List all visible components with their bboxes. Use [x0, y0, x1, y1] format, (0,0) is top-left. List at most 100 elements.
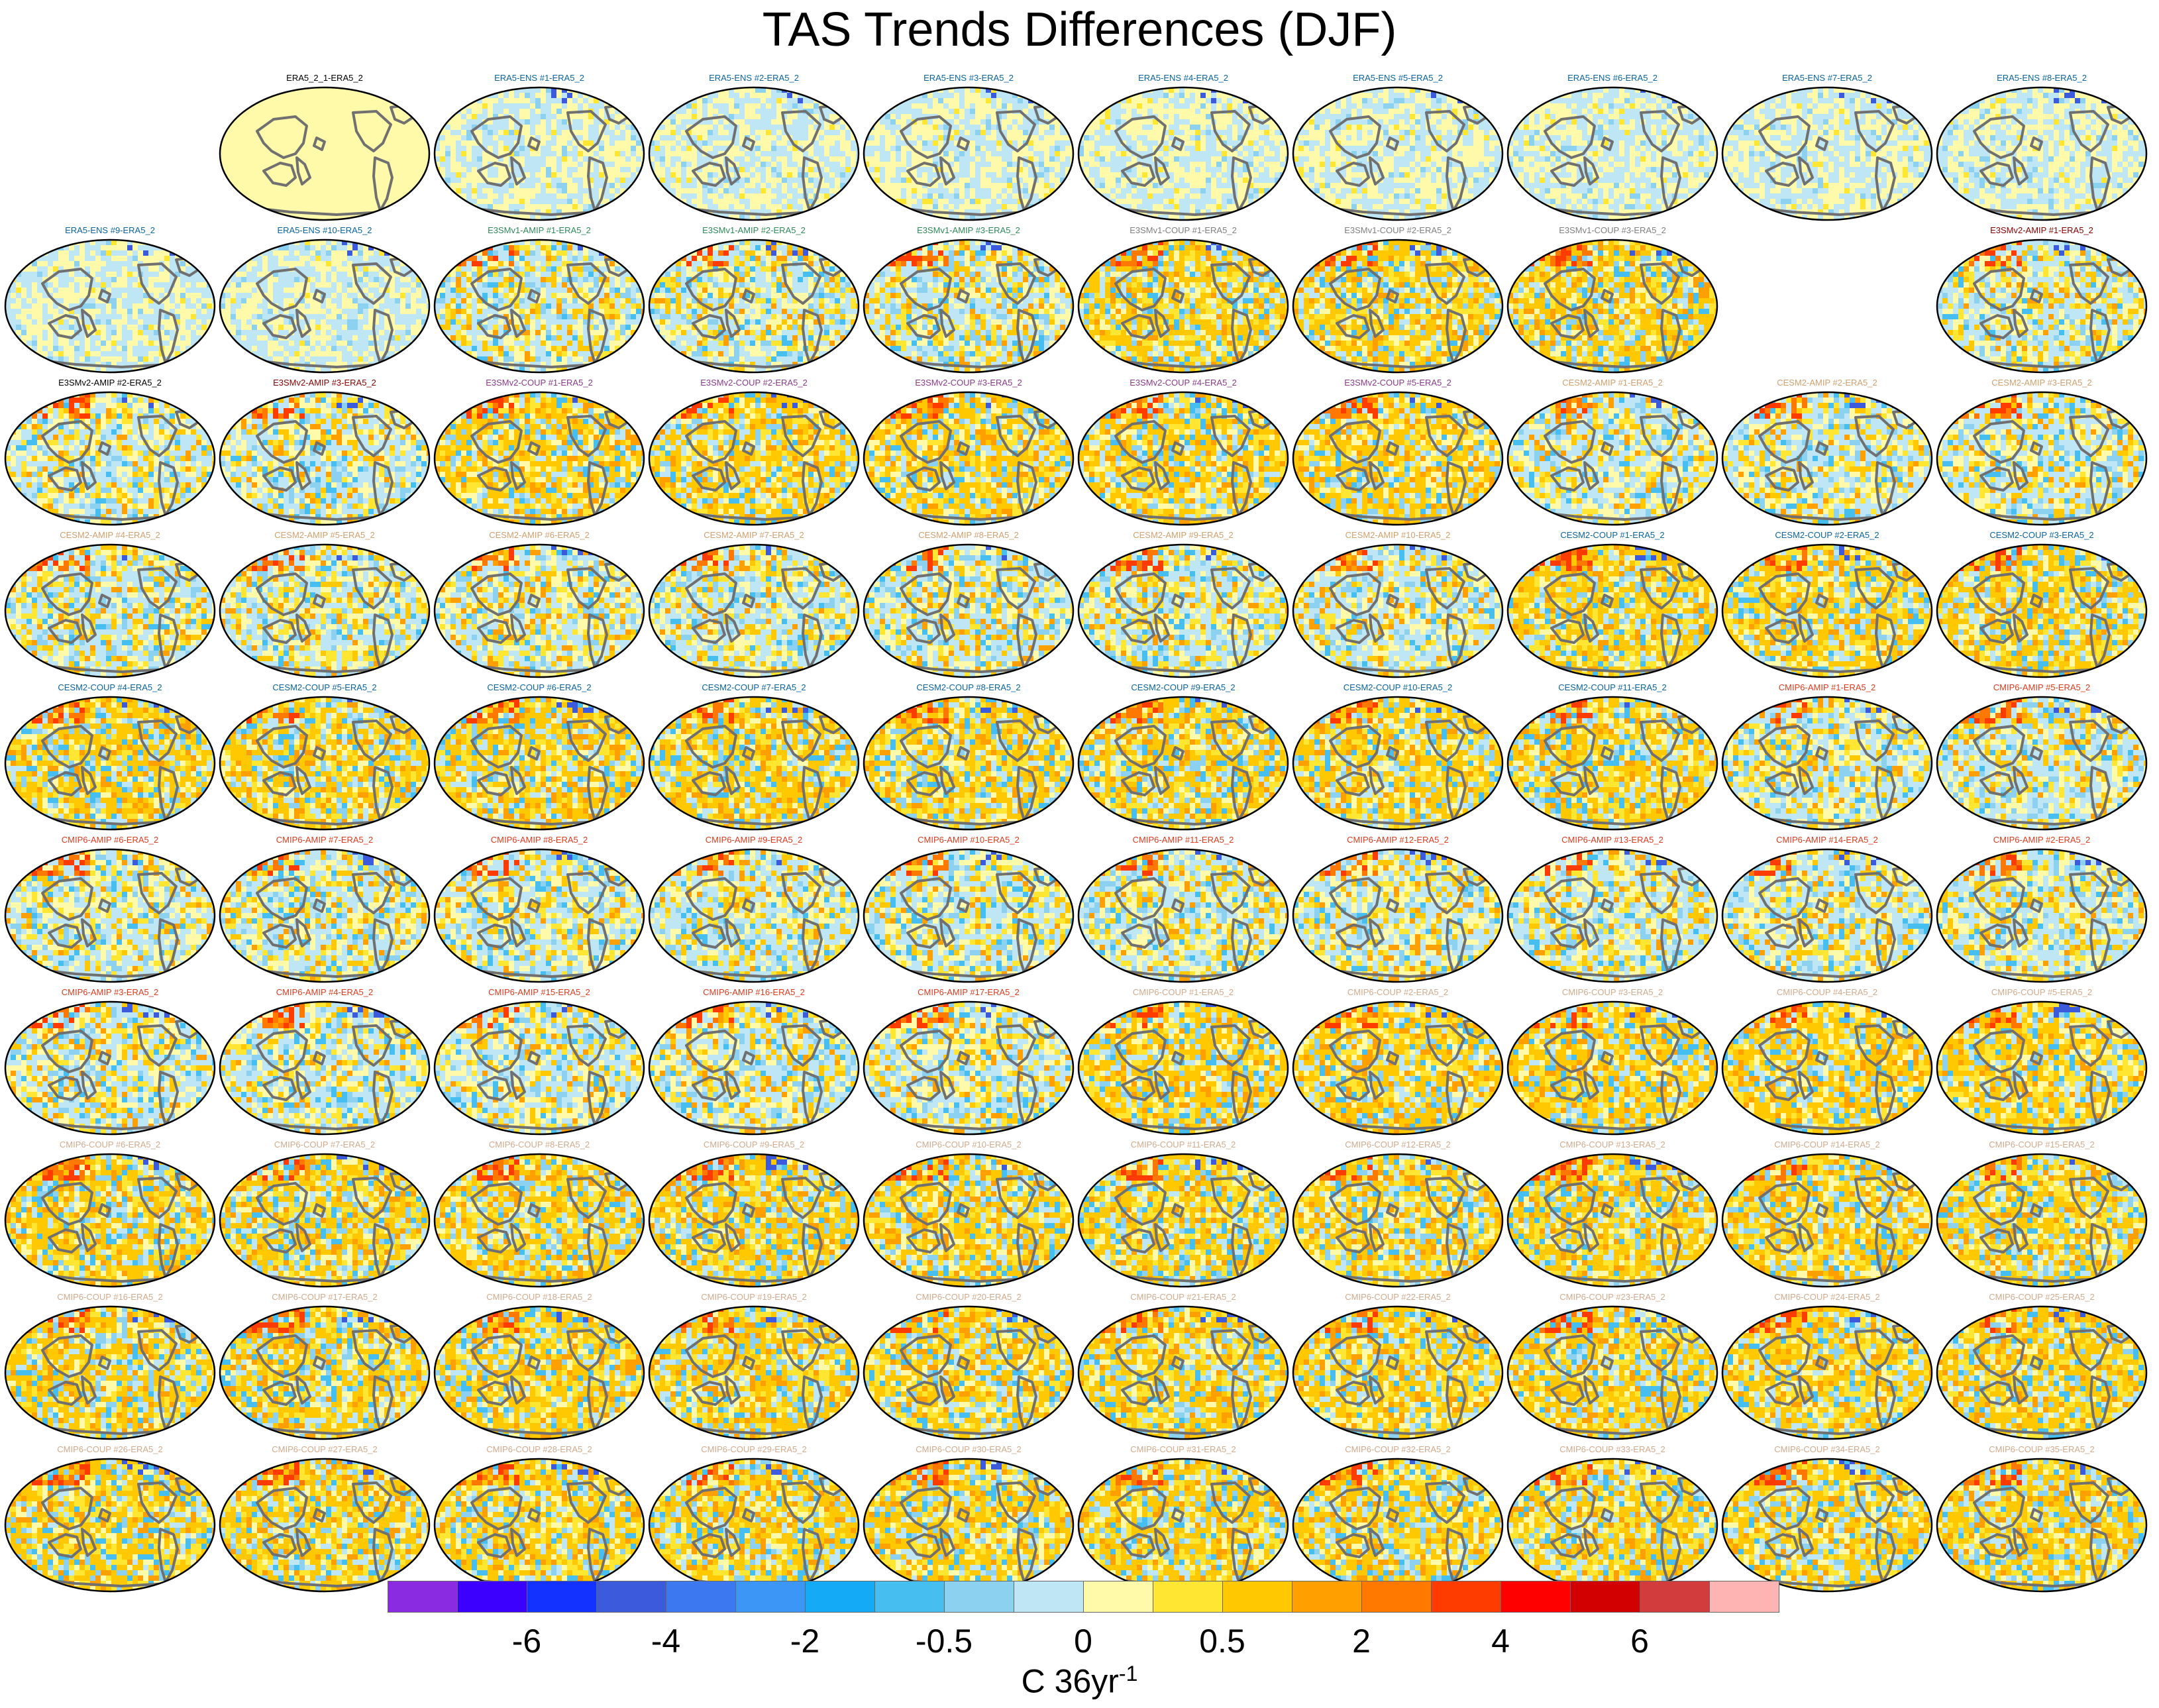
map-svg [432, 390, 647, 527]
map-panel: E3SMv1-COUP #1-ERA5_2 [1076, 225, 1290, 378]
panel-title: CESM2-COUP #5-ERA5_2 [217, 682, 432, 693]
map-panel: CMIP6-COUP #4-ERA5_2 [1720, 987, 1934, 1140]
map-svg [1505, 1151, 1720, 1289]
map-svg [1720, 85, 1934, 223]
panel-title: CMIP6-COUP #9-ERA5_2 [647, 1140, 861, 1150]
map-panel: CMIP6-AMIP #15-ERA5_2 [432, 987, 647, 1140]
panel-title: CMIP6-COUP #30-ERA5_2 [861, 1444, 1076, 1455]
map-svg [217, 1456, 432, 1594]
map-svg [3, 542, 217, 680]
map-svg [3, 694, 217, 832]
map-svg [647, 390, 861, 527]
map-panel: CESM2-COUP #5-ERA5_2 [217, 682, 432, 835]
map-svg [3, 1304, 217, 1442]
map-svg [1720, 847, 1934, 985]
colorbar-cell [1083, 1581, 1153, 1613]
map-panel: CMIP6-AMIP #10-ERA5_2 [861, 835, 1076, 987]
map-panel: CMIP6-COUP #2-ERA5_2 [1290, 987, 1505, 1140]
panel-title: CMIP6-AMIP #5-ERA5_2 [1934, 682, 2149, 693]
map-panel: CMIP6-COUP #7-ERA5_2 [217, 1140, 432, 1292]
colorbar-units: C 36yr-1 [0, 1662, 2159, 1701]
map-panel: CESM2-AMIP #8-ERA5_2 [861, 530, 1076, 682]
map-svg [432, 694, 647, 832]
map-panel: CMIP6-COUP #6-ERA5_2 [3, 1140, 217, 1292]
panel-title: ERA5_2_1-ERA5_2 [217, 73, 432, 83]
panel-title: CMIP6-AMIP #7-ERA5_2 [217, 835, 432, 845]
map-panel: CMIP6-COUP #33-ERA5_2 [1505, 1444, 1720, 1597]
map-panel: CMIP6-AMIP #6-ERA5_2 [3, 835, 217, 987]
colorbar-cell [1431, 1581, 1501, 1613]
map-svg [3, 237, 217, 375]
map-panel: CESM2-COUP #7-ERA5_2 [647, 682, 861, 835]
map-svg [1720, 390, 1934, 527]
colorbar-cell [1709, 1581, 1779, 1613]
map-panel: CMIP6-AMIP #4-ERA5_2 [217, 987, 432, 1140]
panel-title: CMIP6-AMIP #13-ERA5_2 [1505, 835, 1720, 845]
map-panel: E3SMv2-AMIP #2-ERA5_2 [3, 378, 217, 530]
panel-title: CESM2-AMIP #2-ERA5_2 [1720, 378, 1934, 388]
map-panel: CESM2-COUP #4-ERA5_2 [3, 682, 217, 835]
map-svg [1076, 1304, 1290, 1442]
map-svg [1720, 694, 1934, 832]
map-panel: CMIP6-AMIP #8-ERA5_2 [432, 835, 647, 987]
panel-title: ERA5-ENS #1-ERA5_2 [432, 73, 647, 83]
panel-title: CESM2-AMIP #5-ERA5_2 [217, 530, 432, 541]
map-panel: CMIP6-COUP #32-ERA5_2 [1290, 1444, 1505, 1597]
map-svg [647, 237, 861, 375]
map-svg [861, 1151, 1076, 1289]
map-panel: CESM2-COUP #10-ERA5_2 [1290, 682, 1505, 835]
panel-title: CMIP6-COUP #20-ERA5_2 [861, 1292, 1076, 1303]
map-panel: ERA5-ENS #4-ERA5_2 [1076, 73, 1290, 225]
panel-title: CMIP6-AMIP #16-ERA5_2 [647, 987, 861, 998]
map-svg [1934, 542, 2149, 680]
panel-title: CMIP6-AMIP #2-ERA5_2 [1934, 835, 2149, 845]
map-panel: CMIP6-AMIP #2-ERA5_2 [1934, 835, 2149, 987]
panel-title: CESM2-COUP #7-ERA5_2 [647, 682, 861, 693]
colorbar-tick-label: 0 [1074, 1622, 1092, 1660]
map-svg [432, 1304, 647, 1442]
panel-title: CMIP6-COUP #7-ERA5_2 [217, 1140, 432, 1150]
panel-title: CMIP6-COUP #24-ERA5_2 [1720, 1292, 1934, 1303]
panel-title: CMIP6-COUP #34-ERA5_2 [1720, 1444, 1934, 1455]
panel-title: CMIP6-COUP #29-ERA5_2 [647, 1444, 861, 1455]
map-panel: E3SMv2-COUP #4-ERA5_2 [1076, 378, 1290, 530]
map-svg [861, 694, 1076, 832]
map-svg [1290, 1151, 1505, 1289]
map-svg [1505, 1304, 1720, 1442]
map-panel: CMIP6-AMIP #11-ERA5_2 [1076, 835, 1290, 987]
map-panel: CESM2-COUP #1-ERA5_2 [1505, 530, 1720, 682]
colorbar-cell [1501, 1581, 1571, 1613]
map-panel: CMIP6-COUP #13-ERA5_2 [1505, 1140, 1720, 1292]
panel-title: CMIP6-COUP #18-ERA5_2 [432, 1292, 647, 1303]
panel-title: CMIP6-AMIP #1-ERA5_2 [1720, 682, 1934, 693]
panel-title: CMIP6-COUP #22-ERA5_2 [1290, 1292, 1505, 1303]
panel-title: CMIP6-AMIP #4-ERA5_2 [217, 987, 432, 998]
panel-title: CMIP6-COUP #16-ERA5_2 [3, 1292, 217, 1303]
map-panel: CMIP6-AMIP #14-ERA5_2 [1720, 835, 1934, 987]
map-panel: E3SMv2-COUP #5-ERA5_2 [1290, 378, 1505, 530]
map-panel: E3SMv2-COUP #1-ERA5_2 [432, 378, 647, 530]
map-svg [1505, 237, 1720, 375]
panel-title: CMIP6-AMIP #12-ERA5_2 [1290, 835, 1505, 845]
map-panel: CMIP6-AMIP #16-ERA5_2 [647, 987, 861, 1140]
map-svg [1290, 390, 1505, 527]
panel-title: CMIP6-COUP #1-ERA5_2 [1076, 987, 1290, 998]
map-svg [1076, 1151, 1290, 1289]
panel-title: CESM2-COUP #2-ERA5_2 [1720, 530, 1934, 541]
map-panel: CMIP6-COUP #12-ERA5_2 [1290, 1140, 1505, 1292]
map-svg [647, 847, 861, 985]
colorbar-cell [666, 1581, 736, 1613]
map-panel: CMIP6-COUP #11-ERA5_2 [1076, 1140, 1290, 1292]
colorbar-units-base: C 36yr [1022, 1663, 1119, 1700]
map-panel: CESM2-COUP #11-ERA5_2 [1505, 682, 1720, 835]
colorbar-tick-label: 6 [1630, 1622, 1649, 1660]
panel-title: CESM2-COUP #10-ERA5_2 [1290, 682, 1505, 693]
panel-title: CESM2-COUP #9-ERA5_2 [1076, 682, 1290, 693]
map-svg [1934, 237, 2149, 375]
panel-title: ERA5-ENS #9-ERA5_2 [3, 225, 217, 236]
panel-title: ERA5-ENS #4-ERA5_2 [1076, 73, 1290, 83]
colorbar-cell [388, 1581, 458, 1613]
panel-title: E3SMv2-COUP #3-ERA5_2 [861, 378, 1076, 388]
map-panel: CESM2-AMIP #3-ERA5_2 [1934, 378, 2149, 530]
map-svg [432, 1456, 647, 1594]
